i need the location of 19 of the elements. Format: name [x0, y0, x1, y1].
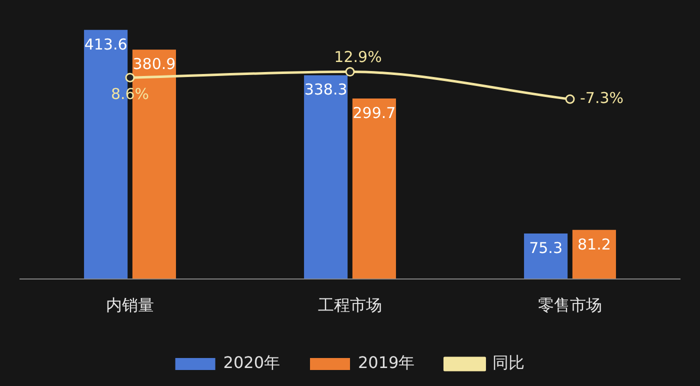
- x-tick-label: 零售市场: [538, 296, 602, 315]
- x-tick-label: 内销量: [106, 296, 154, 315]
- data-label: 12.9%: [334, 48, 382, 66]
- data-label: 81.2: [577, 235, 611, 254]
- legend-label: 2020年: [223, 353, 280, 372]
- legend-label: 2019年: [358, 353, 415, 372]
- data-label: 338.3: [304, 80, 348, 99]
- data-label: 299.7: [352, 104, 396, 122]
- data-label: -7.3%: [580, 89, 624, 108]
- data-label: 8.6%: [110, 84, 150, 103]
- bar: [352, 98, 396, 279]
- data-label: 413.6: [84, 35, 128, 54]
- data-label: 75.3: [529, 238, 563, 257]
- legend-label: 同比: [492, 353, 525, 372]
- bar: [572, 230, 616, 279]
- bar: [524, 233, 568, 279]
- data-label: 380.9: [132, 54, 176, 73]
- bar: [304, 75, 348, 279]
- x-tick-label: 工程市场: [318, 296, 382, 315]
